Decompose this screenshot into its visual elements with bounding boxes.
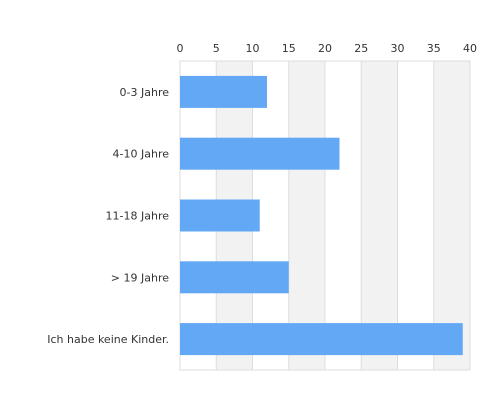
bar bbox=[180, 137, 340, 170]
x-tick-label: 40 bbox=[463, 42, 477, 55]
x-tick-label: 25 bbox=[354, 42, 368, 55]
y-category-label: 11-18 Jahre bbox=[106, 210, 170, 223]
x-tick-label: 35 bbox=[427, 42, 441, 55]
y-category-label: Ich habe keine Kinder. bbox=[47, 333, 169, 346]
x-tick-label: 10 bbox=[246, 42, 260, 55]
bars bbox=[180, 75, 463, 356]
x-tick-label: 30 bbox=[391, 42, 405, 55]
grid-band bbox=[433, 61, 470, 370]
bar bbox=[180, 75, 267, 108]
x-tick-label: 5 bbox=[213, 42, 220, 55]
y-category-label: > 19 Jahre bbox=[111, 271, 169, 284]
grid-band bbox=[288, 61, 325, 370]
x-tick-label: 20 bbox=[318, 42, 332, 55]
y-category-label: 0-3 Jahre bbox=[120, 86, 170, 99]
bar bbox=[180, 323, 463, 356]
y-category-label: 4-10 Jahre bbox=[113, 148, 170, 161]
x-tick-label: 0 bbox=[177, 42, 184, 55]
x-tick-label: 15 bbox=[282, 42, 296, 55]
bar bbox=[180, 261, 289, 294]
grid-bands bbox=[216, 61, 470, 370]
x-axis-tick-labels: 0 5 10 15 20 25 30 35 40 bbox=[177, 42, 478, 55]
bar bbox=[180, 199, 260, 232]
grid-band bbox=[361, 61, 398, 370]
y-axis-category-labels: 0-3 Jahre 4-10 Jahre 11-18 Jahre > 19 Jahre… bbox=[47, 86, 169, 346]
